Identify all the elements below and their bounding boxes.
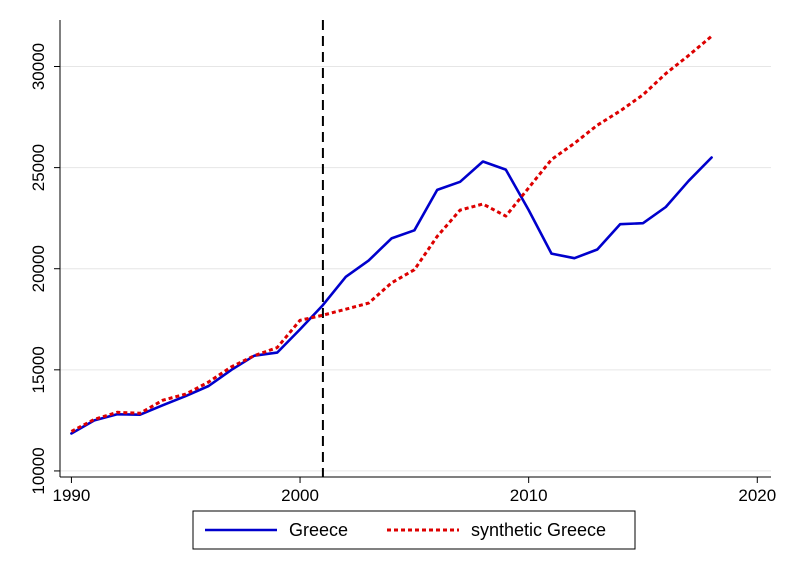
y-tick-label-15000: 15000 — [29, 346, 48, 393]
legend: Greece synthetic Greece — [192, 510, 636, 550]
axes: 10000 15000 20000 25000 30000 1990 2000 2010 202… — [29, 20, 776, 505]
legend-label-synthetic-greece: synthetic Greece — [471, 520, 606, 540]
x-tick-label-1990: 1990 — [53, 486, 91, 505]
x-tick-label-2000: 2000 — [281, 486, 319, 505]
series-line-synthetic-greece — [70, 35, 713, 433]
y-tick-label-10000: 10000 — [29, 447, 48, 494]
legend-label-greece: Greece — [289, 520, 348, 540]
y-tick-label-30000: 30000 — [29, 43, 48, 90]
series-lines — [70, 35, 713, 435]
series-line-greece — [70, 156, 713, 435]
x-tick-label-2020: 2020 — [738, 486, 776, 505]
y-tick-label-25000: 25000 — [29, 144, 48, 191]
y-tick-label-20000: 20000 — [29, 245, 48, 292]
x-tick-label-2010: 2010 — [510, 486, 548, 505]
gridlines — [60, 66, 771, 472]
